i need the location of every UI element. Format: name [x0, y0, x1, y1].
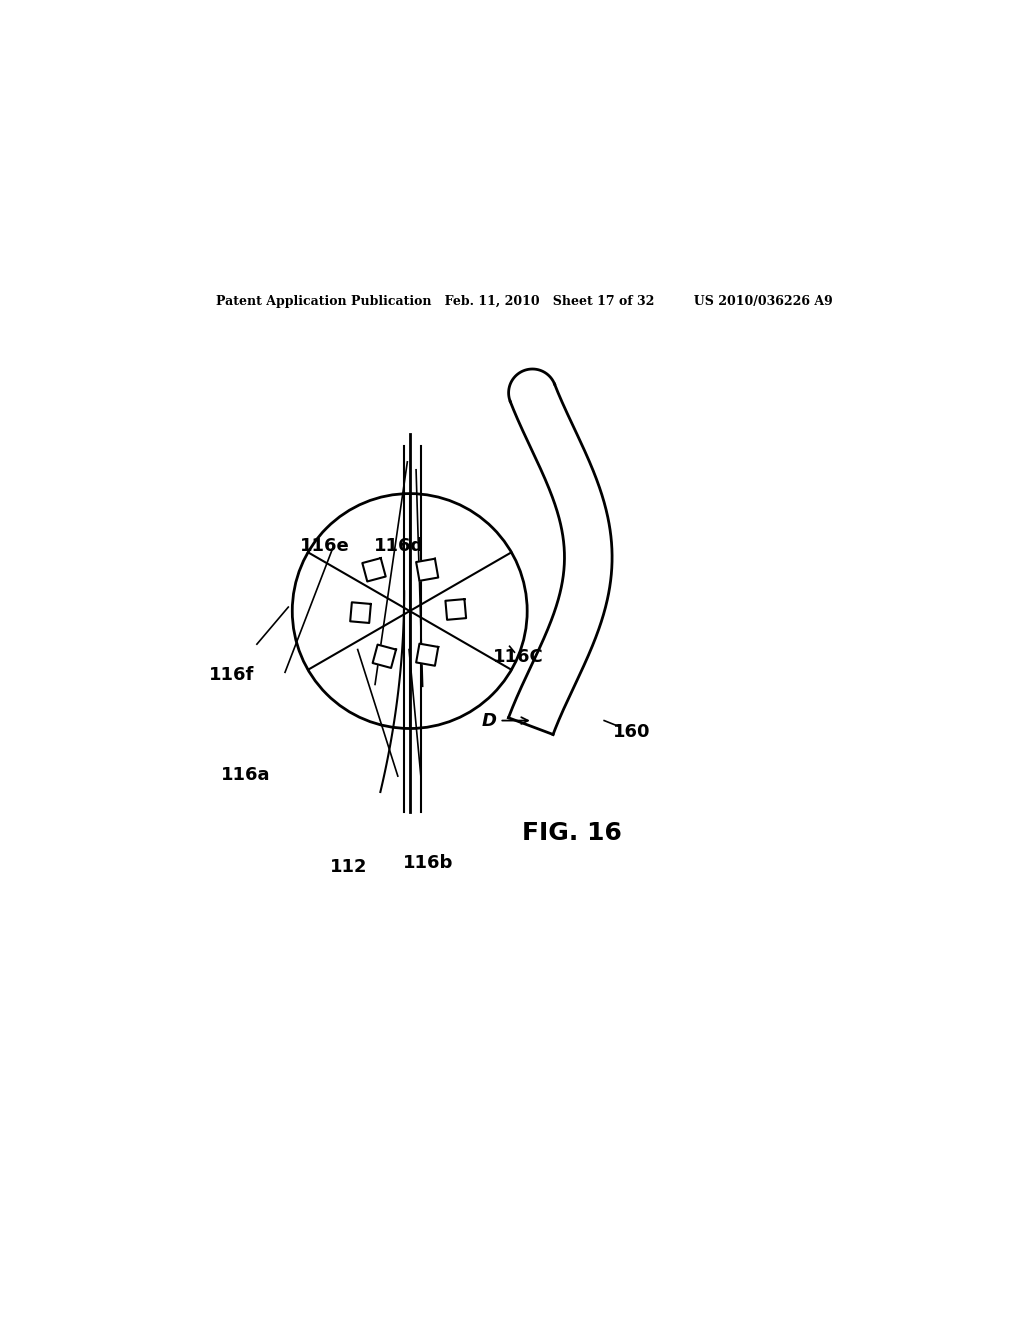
Text: D: D [481, 711, 497, 730]
Text: 116e: 116e [300, 537, 349, 554]
Text: 112: 112 [330, 858, 368, 875]
Text: 116C: 116C [494, 648, 544, 667]
Text: 116f: 116f [209, 665, 254, 684]
Text: 116d: 116d [375, 537, 425, 554]
Text: 160: 160 [613, 722, 650, 741]
Text: 116b: 116b [402, 854, 454, 873]
Polygon shape [362, 558, 386, 582]
Polygon shape [373, 644, 396, 668]
Polygon shape [416, 558, 438, 581]
Polygon shape [445, 599, 466, 620]
Polygon shape [350, 602, 371, 623]
Text: 116a: 116a [221, 767, 270, 784]
Polygon shape [416, 644, 438, 665]
Text: Patent Application Publication   Feb. 11, 2010   Sheet 17 of 32         US 2010/: Patent Application Publication Feb. 11, … [216, 296, 834, 308]
Text: FIG. 16: FIG. 16 [522, 821, 623, 845]
